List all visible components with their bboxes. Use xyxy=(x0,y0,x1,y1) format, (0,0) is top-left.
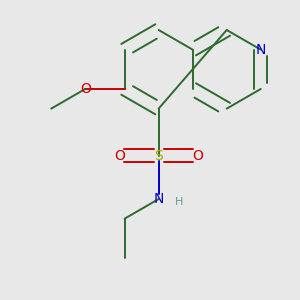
Text: S: S xyxy=(154,149,163,163)
Text: N: N xyxy=(153,192,164,206)
Text: N: N xyxy=(256,43,266,57)
Text: O: O xyxy=(114,149,125,163)
Text: O: O xyxy=(80,82,91,96)
Text: O: O xyxy=(193,149,203,163)
Text: H: H xyxy=(175,197,184,207)
